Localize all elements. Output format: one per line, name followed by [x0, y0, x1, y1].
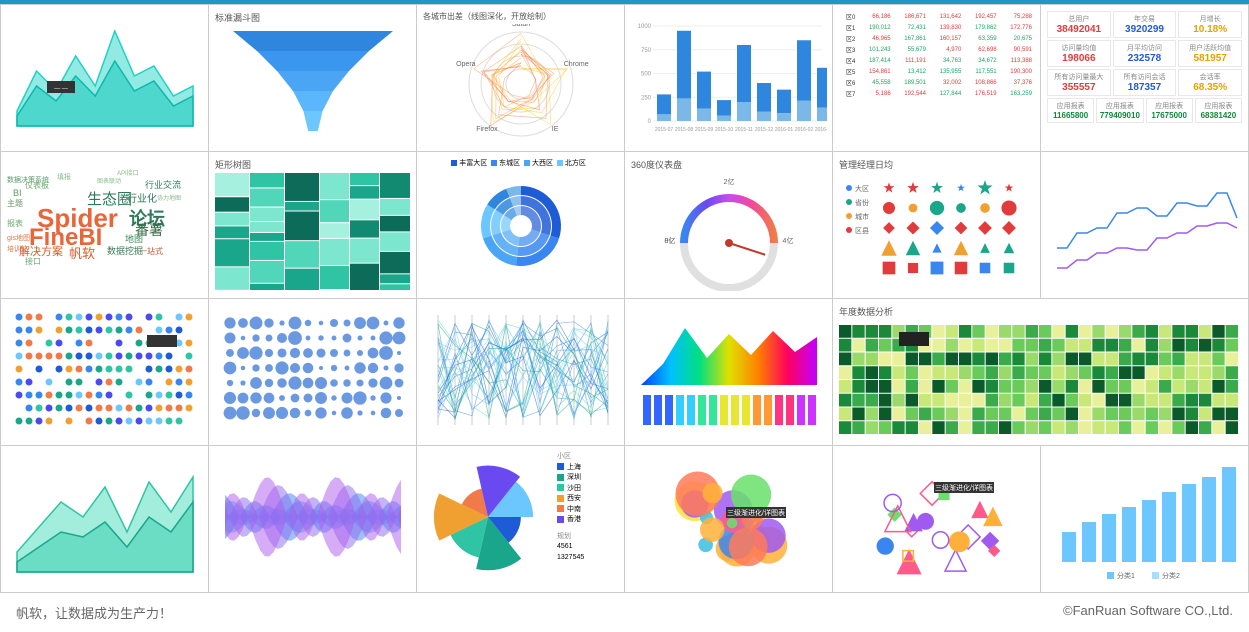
cell-rainbow[interactable]: [625, 299, 833, 446]
cell-radar[interactable]: 各城市出差（线图深化，开放绘制） Safari Chrome IE Firefox Op…: [417, 5, 625, 152]
shape-scatter: 三级渐进化/详图表: [839, 452, 1035, 582]
word-cloud: SpiderFineBI论坛生态圈番薯解决方案帆软数据挖掘行业化行业交流地图一站…: [7, 158, 202, 292]
footer: 帆软，让数据成为生产力！ ©FanRuan Software CO.,Ltd.: [0, 593, 1249, 632]
svg-text:2015-12: 2015-12: [755, 127, 774, 133]
cell-table[interactable]: 区066,186186,671131,642192,45775,288区1190…: [833, 5, 1041, 152]
cell-stepline[interactable]: [1041, 152, 1249, 299]
svg-text:2015-07: 2015-07: [655, 127, 674, 133]
svg-text:分类2: 分类2: [1162, 571, 1180, 580]
shape-grid: 大区省份城市区县: [839, 173, 1035, 288]
cell-kpi[interactable]: 总用户38492041年交易3920299月增长10.18%访问量均值19806…: [1041, 5, 1249, 152]
svg-text:750: 750: [641, 48, 652, 54]
svg-text:Opera: Opera: [456, 61, 476, 68]
bar-chart-2: 分类1 分类2: [1047, 452, 1243, 582]
rose-legend: 小区上海深圳沙田西安中南香港规划45611327545: [557, 452, 584, 586]
bubble-rows: [215, 305, 411, 435]
cell-shape-legend[interactable]: 管理经理日均 大区省份城市区县: [833, 152, 1041, 299]
svg-text:2015-09: 2015-09: [695, 127, 714, 133]
svg-text:三级渐进化/详图表: 三级渐进化/详图表: [935, 483, 993, 492]
svg-text:4亿: 4亿: [783, 236, 794, 245]
cell-donut[interactable]: 丰富大区 东城区 大西区 北方区: [417, 152, 625, 299]
cell-packed[interactable]: 三级渐进化/详图表: [625, 446, 833, 593]
donut-legend: 丰富大区 东城区 大西区 北方区: [423, 158, 618, 168]
svg-text:— —: — —: [54, 86, 68, 92]
treemap-title: 矩形树图: [215, 158, 410, 171]
radar-chart: Safari Chrome IE Firefox Opera: [423, 24, 619, 142]
cell-shapes2[interactable]: 三级渐进化/详图表: [833, 446, 1041, 593]
svg-text:2015-08: 2015-08: [675, 127, 694, 133]
cell-rose[interactable]: 小区上海深圳沙田西安中南香港规划45611327545: [417, 446, 625, 593]
area-chart: — —: [7, 11, 203, 141]
footer-right: ©FanRuan Software CO.,Ltd.: [1063, 603, 1233, 622]
bar-chart: 025050075010002015-072015-082015-092015-…: [631, 11, 827, 141]
area-chart-2: [7, 452, 203, 582]
gauge-title: 360度仪表盘: [631, 158, 826, 171]
svg-text:Chrome: Chrome: [564, 61, 589, 68]
stream-chart: [215, 452, 411, 582]
funnel-title: 标准漏斗图: [215, 11, 410, 24]
cell-bars2[interactable]: 分类1 分类2: [1041, 446, 1249, 593]
cell-funnel[interactable]: 标准漏斗图: [209, 5, 417, 152]
donut-chart: [423, 170, 619, 282]
svg-text:省份: 省份: [855, 198, 869, 207]
cell-gauge[interactable]: 360度仪表盘 0亿2亿4亿6亿8亿: [625, 152, 833, 299]
cell-area2[interactable]: [1, 446, 209, 593]
rose-chart: [423, 452, 553, 582]
svg-text:2015-11: 2015-11: [735, 127, 753, 133]
heatmap-title: 年度数据分析: [839, 305, 1242, 318]
svg-text:2016-02: 2016-02: [795, 127, 814, 133]
svg-text:分类1: 分类1: [1117, 571, 1135, 580]
cell-parallel[interactable]: [417, 299, 625, 446]
svg-text:0: 0: [648, 119, 652, 125]
cell-heatmap[interactable]: 年度数据分析: [833, 299, 1249, 446]
dot-matrix: [7, 305, 203, 435]
svg-text:Firefox: Firefox: [476, 126, 498, 133]
parallel-chart: [423, 305, 619, 435]
chart-grid: — — 标准漏斗图 各城市出差（线图深化，开放绘制） Safari Chrome I…: [0, 4, 1249, 593]
rainbow-area: [631, 305, 827, 435]
svg-text:大区: 大区: [855, 184, 869, 193]
svg-text:8亿: 8亿: [665, 236, 676, 245]
svg-text:2016-03: 2016-03: [815, 127, 827, 133]
svg-text:城市: 城市: [855, 212, 869, 221]
footer-left: 帆软，让数据成为生产力！: [16, 603, 172, 622]
cell-bubbleline[interactable]: [209, 299, 417, 446]
svg-text:2亿: 2亿: [724, 177, 735, 186]
kpi-cards: 总用户38492041年交易3920299月增长10.18%访问量均值19806…: [1047, 11, 1242, 96]
cell-area-stacked[interactable]: — —: [1, 5, 209, 152]
svg-text:Safari: Safari: [512, 24, 531, 28]
cell-treemap[interactable]: 矩形树图: [209, 152, 417, 299]
step-line-chart: [1047, 158, 1243, 288]
radar-title: 各城市出差（线图深化，开放绘制）: [423, 11, 618, 22]
svg-text:250: 250: [641, 95, 652, 101]
treemap-chart: [215, 173, 411, 291]
svg-text:2016-01: 2016-01: [775, 127, 794, 133]
cell-stream[interactable]: [209, 446, 417, 593]
gauge-chart: 0亿2亿4亿6亿8亿: [631, 173, 827, 291]
cell-wordcloud[interactable]: SpiderFineBI论坛生态圈番薯解决方案帆软数据挖掘行业化行业交流地图一站…: [1, 152, 209, 299]
svg-text:区县: 区县: [855, 227, 869, 235]
cell-bars[interactable]: 025050075010002015-072015-082015-092015-…: [625, 5, 833, 152]
shapegrid-title: 管理经理日均: [839, 158, 1034, 171]
cell-dotmatrix[interactable]: [1, 299, 209, 446]
data-table: 区066,186186,671131,642192,45775,288区1190…: [839, 11, 1034, 99]
kpi-bottom: 应用报表11665800应用报表779409010应用报表17675000应用报…: [1047, 98, 1242, 123]
packed-bubbles: 三级渐进化/详图表: [631, 452, 827, 582]
svg-text:三级渐进化/详图表: 三级渐进化/详图表: [727, 508, 785, 517]
svg-text:2015-10: 2015-10: [715, 127, 734, 133]
funnel-chart: [215, 26, 411, 144]
svg-text:1000: 1000: [638, 24, 652, 30]
svg-text:500: 500: [641, 72, 652, 78]
svg-text:IE: IE: [552, 126, 559, 133]
heatmap-chart: [839, 320, 1239, 438]
